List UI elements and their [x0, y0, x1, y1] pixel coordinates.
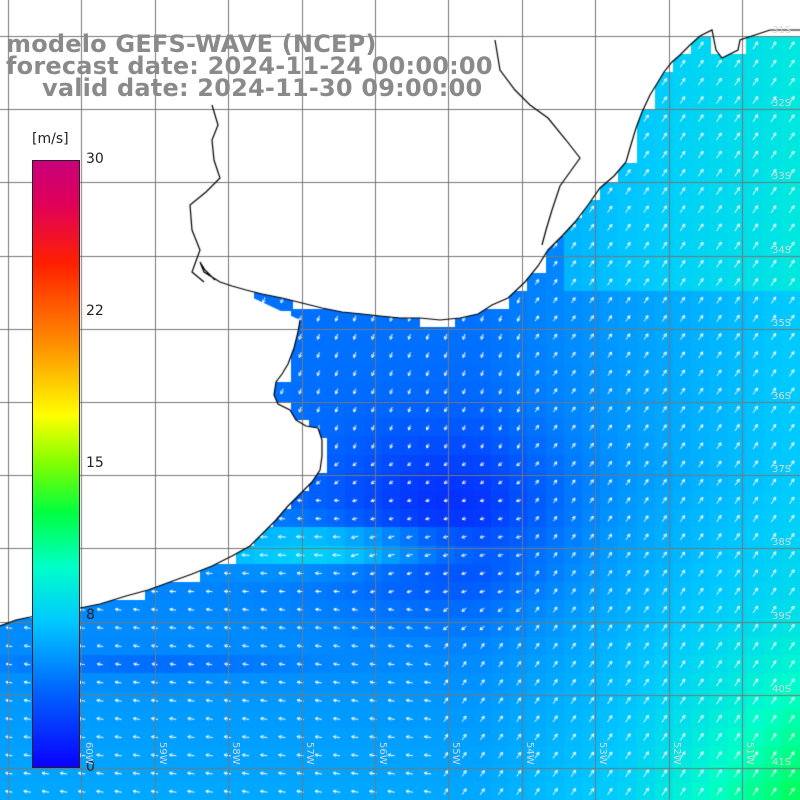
longitude-label: 52W [670, 742, 682, 765]
model-title: modelo GEFS-WAVE (NCEP) [6, 30, 377, 58]
latitude-label: 39S [772, 610, 792, 622]
latitude-label: 37S [772, 464, 792, 476]
longitude-label: 57W [303, 742, 315, 765]
colorbar [32, 160, 80, 768]
colorbar-tick: 22 [86, 303, 104, 319]
latitude-label: 36S [772, 391, 792, 402]
latitude-label: 31S [772, 25, 792, 36]
latitude-label: 40S [772, 683, 792, 695]
longitude-label: 56W [377, 742, 388, 765]
forecast-date: forecast date: 2024-11-24 00:00:00 [6, 52, 493, 80]
longitude-label: 58W [230, 742, 242, 765]
latitude-label: 35S [772, 317, 792, 329]
latitude-label: 34S [772, 244, 792, 256]
latitude-label: 32S [772, 98, 792, 110]
colorbar-tick: 8 [86, 607, 95, 623]
colorbar-tick: 0 [86, 759, 95, 775]
longitude-label: 55W [450, 742, 462, 765]
latitude-label: 38S [772, 537, 792, 549]
colorbar-unit: [m/s] [32, 131, 69, 147]
longitude-label: 59W [156, 742, 168, 765]
latitude-label: 41S [772, 757, 792, 768]
longitude-label: 54W [523, 742, 535, 765]
valid-date: valid date: 2024-11-30 09:00:00 [42, 74, 483, 102]
longitude-label: 60W [83, 742, 95, 765]
longitude-label: 51W [744, 742, 755, 765]
longitude-label: 53W [597, 742, 609, 765]
latitude-label: 33S [772, 171, 792, 183]
colorbar-tick: 30 [86, 151, 104, 167]
colorbar-tick: 15 [86, 455, 104, 471]
